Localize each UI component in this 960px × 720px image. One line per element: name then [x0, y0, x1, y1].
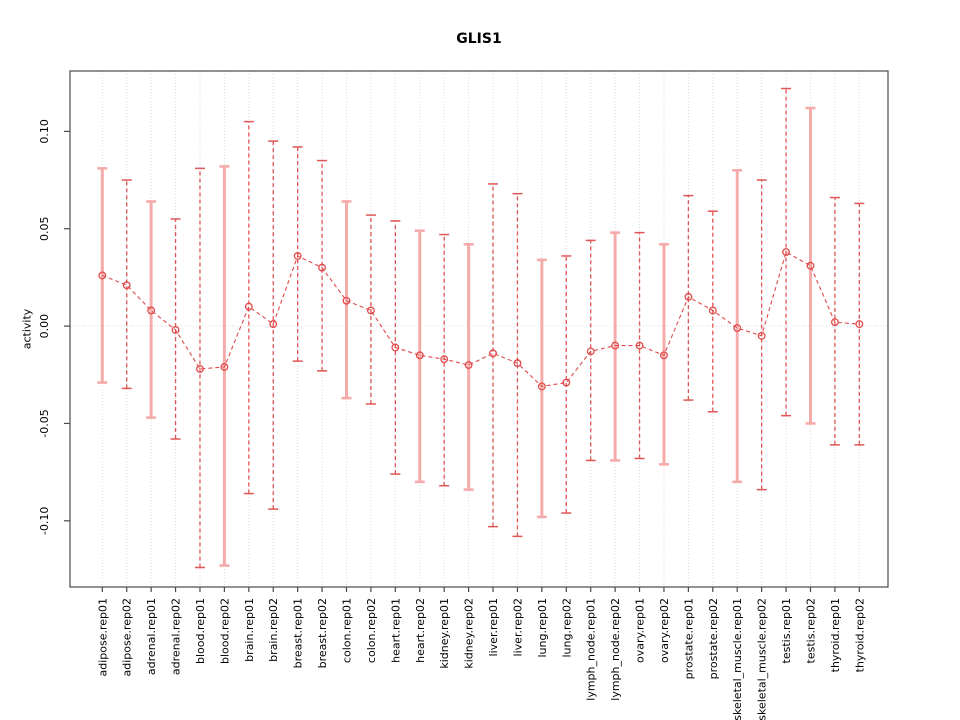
data-point-ovary.rep02	[660, 351, 668, 360]
data-point-lung.rep02	[562, 378, 571, 387]
y-tick-label: 0.05	[38, 216, 51, 241]
x-tick-label: blood.rep01	[194, 598, 207, 664]
data-point-prostate.rep01	[684, 292, 693, 301]
data-point-adipose.rep01	[98, 271, 107, 280]
x-tick-label: brain.rep01	[243, 598, 256, 662]
data-point-heart.rep02	[415, 351, 424, 360]
data-point-blood.rep01	[196, 364, 204, 373]
data-point-breast.rep02	[318, 263, 327, 272]
data-point-ovary.rep01	[635, 341, 644, 350]
data-point-testis.rep01	[782, 248, 791, 257]
x-tick-label: kidney.rep01	[438, 598, 451, 669]
x-tick-label: lymph_node.rep01	[585, 598, 598, 701]
data-point-lymph_node.rep01	[586, 347, 595, 356]
data-point-brain.rep01	[244, 302, 253, 311]
x-tick-label: ovary.rep01	[634, 598, 647, 663]
x-tick-label: brain.rep02	[267, 598, 280, 662]
x-tick-label: liver.rep01	[487, 598, 500, 656]
x-tick-label: breast.rep01	[292, 598, 305, 668]
x-tick-label: kidney.rep02	[463, 598, 476, 669]
data-point-liver.rep01	[489, 349, 497, 358]
y-tick-label: -0.05	[38, 409, 51, 437]
x-tick-label: prostate.rep02	[707, 598, 720, 679]
x-tick-label: adipose.rep01	[96, 598, 109, 677]
x-tick-label: prostate.rep01	[682, 598, 695, 679]
y-tick-label: -0.10	[38, 507, 51, 535]
x-tick-label: liver.rep02	[511, 598, 524, 656]
data-point-kidney.rep02	[464, 361, 473, 369]
x-tick-label: heart.rep01	[389, 598, 402, 663]
x-tick-label: thyroid.rep02	[853, 598, 866, 672]
data-point-adrenal.rep01	[147, 306, 156, 315]
data-point-adrenal.rep02	[171, 326, 180, 334]
data-point-skeletal_muscle.rep01	[733, 324, 742, 332]
data-point-thyroid.rep02	[855, 320, 864, 329]
x-tick-label: colon.rep02	[365, 598, 378, 663]
data-point-kidney.rep01	[440, 355, 449, 364]
chart-title: GLIS1	[456, 31, 502, 47]
x-tick-label: skeletal_muscle.rep02	[756, 598, 769, 720]
data-point-breast.rep01	[293, 252, 302, 260]
x-tick-label: testis.rep01	[780, 598, 793, 663]
data-point-lung.rep01	[537, 382, 546, 391]
x-tick-label: lung.rep02	[560, 598, 573, 658]
x-tick-label: adrenal.rep02	[170, 598, 183, 675]
data-point-liver.rep02	[513, 359, 522, 368]
data-point-testis.rep02	[806, 261, 815, 270]
x-tick-label: colon.rep01	[341, 598, 354, 663]
data-point-thyroid.rep01	[830, 318, 839, 327]
data-point-colon.rep02	[366, 306, 375, 315]
x-tick-label: adipose.rep02	[121, 598, 134, 677]
x-tick-label: ovary.rep02	[658, 598, 671, 663]
x-tick-label: lymph_node.rep02	[609, 598, 622, 701]
data-point-colon.rep01	[342, 296, 351, 305]
data-point-prostate.rep02	[708, 306, 717, 315]
data-point-lymph_node.rep02	[611, 341, 620, 350]
data-point-brain.rep02	[269, 320, 278, 329]
data-point-heart.rep01	[391, 343, 400, 352]
x-tick-label: adrenal.rep01	[145, 598, 158, 675]
x-tick-label: thyroid.rep01	[829, 598, 842, 672]
x-tick-label: skeletal_muscle.rep01	[731, 598, 744, 720]
y-tick-label: 0.00	[38, 314, 51, 339]
x-tick-label: lung.rep01	[536, 598, 549, 658]
x-tick-label: blood.rep02	[218, 598, 231, 664]
data-point-blood.rep02	[220, 363, 229, 371]
x-tick-label: breast.rep02	[316, 598, 329, 668]
plot-frame	[69, 70, 889, 588]
data-point-skeletal_muscle.rep02	[757, 331, 766, 340]
data-point-adipose.rep02	[122, 281, 131, 290]
x-tick-label: testis.rep02	[804, 598, 817, 663]
series-line	[102, 251, 860, 388]
y-tick-label: 0.10	[38, 119, 51, 144]
x-tick-label: heart.rep02	[414, 598, 427, 663]
